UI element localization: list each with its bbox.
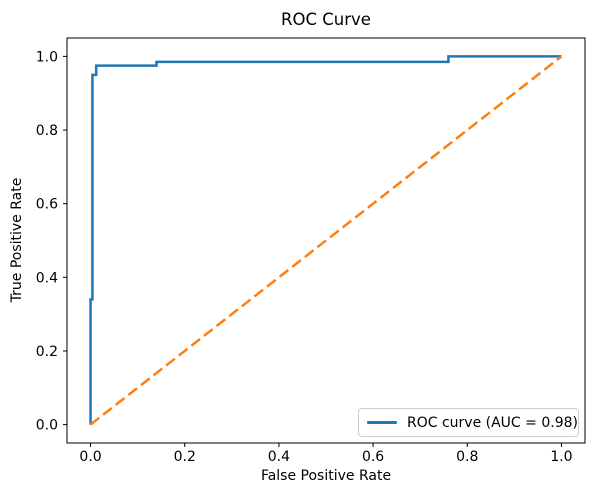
y-tick-label: 1.0 bbox=[36, 49, 58, 65]
x-tick-label: 0.6 bbox=[362, 449, 384, 465]
x-axis-label: False Positive Rate bbox=[261, 468, 391, 484]
y-tick-label: 0.0 bbox=[36, 418, 58, 434]
x-tick-label: 0.8 bbox=[456, 449, 478, 465]
plot-area-border bbox=[66, 37, 586, 444]
y-tick-label: 0.8 bbox=[36, 123, 58, 139]
x-axis-ticks: 0.0 0.2 0.4 0.6 0.8 1.0 bbox=[79, 443, 573, 465]
y-tick-label: 0.4 bbox=[36, 270, 58, 286]
legend-line-sample-icon bbox=[367, 421, 397, 424]
x-tick-label: 1.0 bbox=[550, 449, 572, 465]
y-axis-ticks: 0.0 0.2 0.4 0.6 0.8 1.0 bbox=[36, 49, 67, 434]
x-tick-label: 0.0 bbox=[79, 449, 101, 465]
series-lines bbox=[89, 55, 563, 426]
roc-curve-line bbox=[89, 55, 562, 425]
legend: ROC curve (AUC = 0.98) bbox=[358, 408, 579, 437]
chance-diagonal-line bbox=[89, 55, 563, 426]
chart-title: ROC Curve bbox=[281, 10, 371, 29]
legend-label: ROC curve (AUC = 0.98) bbox=[407, 414, 578, 431]
x-tick-label: 0.2 bbox=[174, 449, 196, 465]
x-tick-label: 0.4 bbox=[268, 449, 290, 465]
y-tick-label: 0.2 bbox=[36, 344, 58, 360]
y-axis-label: True Positive Rate bbox=[9, 178, 25, 304]
y-tick-label: 0.6 bbox=[36, 197, 58, 213]
